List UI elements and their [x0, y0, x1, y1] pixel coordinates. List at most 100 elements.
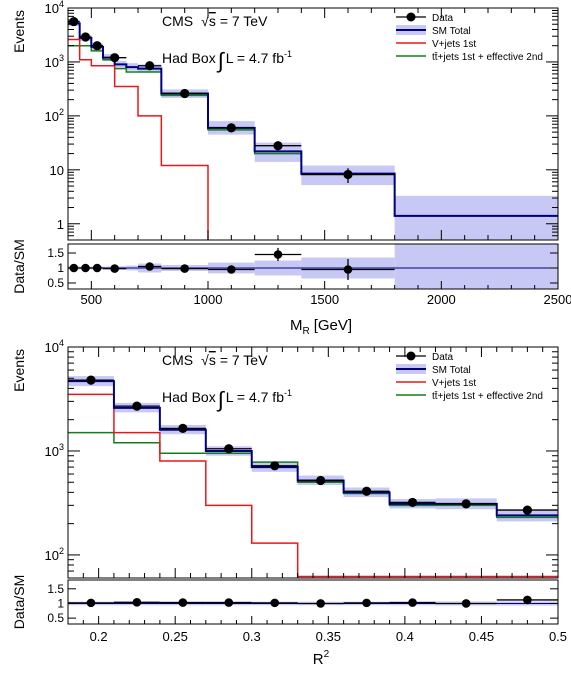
legend-item-sm: SM Total: [396, 25, 471, 37]
legend-label: Data: [432, 352, 454, 363]
data-marker: [224, 444, 234, 454]
data-point: [68, 375, 114, 385]
legend-item-tt: tt̄+jets 1st + effective 2nd: [396, 51, 543, 63]
y-tick-label: 1: [57, 217, 64, 232]
data-point: [91, 41, 103, 51]
x-axis-label-main: M: [290, 317, 303, 334]
ratio-y-axis-label: Data/SM: [11, 575, 27, 629]
data-marker: [132, 401, 142, 411]
ratio-marker: [180, 264, 189, 273]
ratio-point: [161, 264, 208, 273]
data-point: [301, 168, 395, 183]
x-tick-label: 0.3: [243, 629, 261, 644]
integral-symbol: ∫: [216, 387, 226, 412]
sm-uncertainty-band: [394, 195, 558, 240]
ratio-marker: [110, 264, 119, 273]
x-tick-label: 1000: [194, 292, 223, 307]
y-axis-label: Events: [11, 10, 27, 53]
y-tick-label-base: 10: [45, 548, 59, 563]
annotation-box: Had Box∫ L = 4.7 fb-1: [162, 48, 292, 73]
y-tick-label-exponent: 3: [59, 53, 64, 63]
ratio-marker: [92, 263, 102, 273]
legend-label: Data: [432, 13, 454, 24]
ratio-marker: [461, 599, 471, 608]
y-tick-label: 102: [45, 107, 64, 124]
legend-label: SM Total: [432, 365, 471, 376]
ratio-marker: [227, 265, 236, 274]
vjets-histogram: [68, 393, 558, 578]
x-tick-label: 1500: [310, 292, 339, 307]
vjets-histogram: [68, 38, 209, 240]
y-tick-label-exponent: 2: [59, 107, 64, 117]
ratio-y-tick-label: 0.5: [47, 611, 64, 625]
data-marker: [316, 475, 326, 486]
sm-total-histogram: [68, 22, 558, 217]
data-point: [79, 32, 92, 42]
main-plot-area: [68, 375, 558, 578]
ratio-point: [68, 598, 114, 608]
legend-marker: [406, 351, 416, 361]
ratio-marker: [523, 595, 532, 605]
data-point: [251, 461, 298, 471]
ratio-y-tick-label: 1.5: [47, 582, 64, 596]
y-tick-label-base: 10: [45, 109, 59, 124]
ratio-marker: [224, 598, 234, 607]
data-marker: [180, 88, 190, 99]
legend-label: V+jets 1st: [432, 378, 476, 389]
data-marker: [86, 375, 96, 385]
y-tick-label-base: 10: [45, 444, 59, 459]
annotation-box: Had Box∫ L = 4.7 fb-1: [162, 387, 292, 412]
x-tick-label: 0.25: [163, 629, 188, 644]
ratio-marker: [86, 598, 96, 608]
main-plot-area: [68, 16, 558, 240]
y-tick-label-exponent: 4: [59, 338, 64, 348]
data-marker: [178, 423, 188, 433]
annotation-box-name: Had Box: [162, 389, 216, 405]
ratio-point: [301, 259, 395, 280]
data-marker: [522, 505, 532, 515]
legend-item-tt: tt̄+jets 1st + effective 2nd: [396, 390, 543, 402]
annotation-lumi: L = 4.7 fb: [226, 50, 284, 66]
data-point: [113, 401, 160, 411]
ratio-point: [343, 598, 390, 608]
legend-label: tt̄+jets 1st + effective 2nd: [432, 51, 543, 63]
x-axis-label-superscript: 2: [324, 649, 330, 660]
x-tick-label: 0.45: [469, 629, 494, 644]
x-axis-label-subscript: R: [302, 326, 309, 337]
data-marker: [110, 53, 120, 63]
ratio-plot-area: [68, 244, 558, 289]
ratio-point: [389, 598, 436, 607]
data-point: [297, 475, 344, 486]
data-marker: [270, 461, 280, 471]
x-axis-label-unit: [GeV]: [314, 317, 352, 334]
data-point: [254, 141, 302, 151]
y-tick-label: 104: [45, 338, 64, 355]
ratio-marker: [273, 250, 283, 259]
y-tick-label-base: 10: [45, 1, 59, 16]
x-axis-label: R2: [313, 649, 330, 668]
data-point: [159, 423, 206, 433]
data-point: [343, 486, 390, 496]
annotation-cms: CMS √s = 7 TeV: [162, 13, 268, 29]
ratio-point: [79, 263, 92, 273]
ratio-y-tick-label: 1: [57, 596, 64, 610]
data-marker: [361, 486, 372, 496]
y-tick-label-base: 10: [45, 55, 59, 70]
annotation-lumi: L = 4.7 fb: [226, 389, 284, 405]
ratio-point: [205, 598, 252, 607]
ratio-marker: [145, 262, 154, 271]
ratio-marker: [178, 598, 188, 607]
data-point: [389, 497, 436, 508]
annotation-experiment: CMS: [162, 13, 193, 29]
data-marker: [226, 123, 236, 133]
ratio-marker: [343, 265, 353, 274]
ratio-point: [103, 264, 127, 273]
annotation-s: s: [209, 352, 216, 368]
y-tick-label-exponent: 2: [59, 546, 64, 556]
data-marker: [69, 16, 79, 27]
y-tick-label-base: 1: [57, 217, 64, 232]
data-marker: [461, 499, 471, 509]
ratio-uncertainty-band: [394, 244, 558, 289]
